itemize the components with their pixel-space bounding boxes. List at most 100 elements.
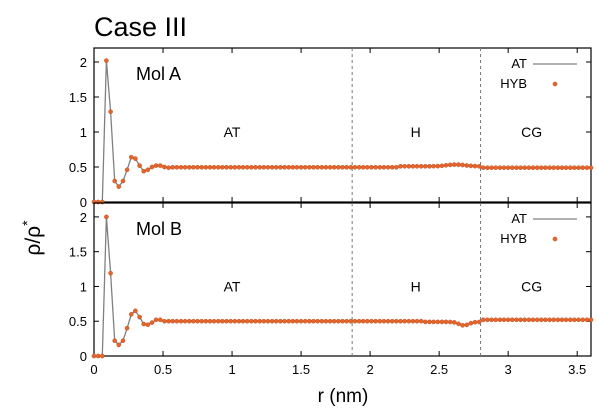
data-point (182, 164, 188, 170)
y-axis-label: ρ/ρ* (19, 220, 45, 256)
data-point (319, 318, 325, 324)
data-point (352, 164, 358, 170)
data-point (186, 164, 192, 170)
data-point (112, 338, 117, 344)
data-point (137, 314, 142, 320)
data-point (460, 162, 465, 168)
data-point (149, 320, 155, 325)
data-point (514, 317, 519, 323)
data-point (447, 319, 453, 325)
data-point (568, 165, 573, 170)
data-point (269, 164, 275, 170)
data-point (249, 164, 254, 170)
data-point (563, 317, 569, 323)
data-point (228, 164, 233, 170)
data-point (162, 318, 167, 324)
y-tick-label: 0.5 (69, 160, 87, 175)
data-point (207, 164, 213, 170)
data-point (551, 165, 557, 170)
legend-label: AT (511, 211, 527, 226)
data-point (157, 317, 163, 323)
legend-marker-hyb (552, 81, 558, 87)
data-point (336, 318, 341, 324)
data-point (580, 317, 586, 323)
data-point (137, 163, 142, 168)
data-point (240, 318, 246, 324)
x-tick-label: 1.5 (292, 362, 310, 377)
y-tick-label: 0 (80, 195, 87, 210)
data-point (422, 319, 428, 325)
data-point (199, 164, 204, 170)
data-point (468, 320, 474, 326)
data-point (311, 164, 316, 170)
data-point (100, 353, 105, 359)
data-point (431, 319, 436, 325)
data-point (427, 319, 432, 325)
data-point (116, 342, 122, 348)
data-point (356, 164, 362, 170)
data-point (240, 164, 246, 170)
data-point (302, 318, 308, 324)
data-point (373, 318, 378, 324)
data-point (393, 164, 399, 170)
data-point (336, 164, 341, 170)
data-point (543, 165, 548, 170)
data-point (356, 318, 362, 324)
data-point (584, 165, 590, 170)
data-point (191, 164, 196, 170)
data-point (518, 317, 523, 323)
data-point (278, 164, 283, 170)
data-point (501, 317, 507, 323)
data-point (224, 164, 229, 170)
data-point (364, 318, 370, 324)
data-point (273, 164, 279, 170)
data-point (265, 318, 271, 324)
plot-frame (93, 47, 592, 203)
data-point (294, 164, 300, 170)
data-point (244, 164, 250, 170)
data-point (232, 318, 238, 324)
x-tick-label: 0 (90, 362, 97, 377)
x-tick-label: 2 (366, 362, 373, 377)
data-point (282, 318, 287, 324)
data-point (124, 167, 130, 173)
data-point (182, 318, 188, 324)
data-point (145, 167, 151, 173)
data-point (489, 317, 494, 323)
data-point (464, 322, 470, 328)
y-tick-label: 0.5 (69, 314, 87, 329)
data-point (348, 164, 354, 170)
data-point (108, 270, 113, 276)
region-label: CG (521, 278, 542, 294)
data-point (485, 317, 490, 323)
data-point (327, 318, 333, 324)
data-point (435, 163, 441, 169)
data-point (435, 319, 441, 325)
data-point (128, 154, 134, 160)
data-point (344, 318, 349, 324)
data-point (224, 318, 229, 324)
data-point (369, 318, 374, 324)
data-point (166, 165, 171, 170)
data-point (514, 165, 519, 170)
data-point (530, 317, 536, 323)
data-point (480, 317, 486, 323)
region-label: H (411, 124, 421, 140)
data-point (195, 318, 200, 324)
data-point (220, 164, 225, 170)
legend-label: HYB (500, 76, 527, 91)
data-point (261, 318, 267, 324)
data-point (344, 164, 349, 170)
panel-2: 0 0.5 1 1.5 2 0 0.5 1 1.5 2 2.5 3 3.5 AT H CG Mol B AT HYB (69, 202, 594, 377)
data-point (244, 318, 250, 324)
data-point (186, 318, 192, 324)
data-point (331, 318, 337, 324)
data-point (584, 317, 590, 323)
data-point (174, 318, 180, 324)
data-point (497, 317, 503, 323)
data-point (439, 319, 445, 325)
data-point (199, 318, 204, 324)
data-point (153, 163, 159, 168)
